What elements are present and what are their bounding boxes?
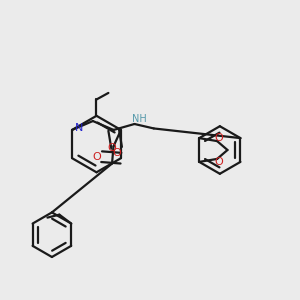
Text: N: N [75, 124, 84, 134]
Text: O: O [214, 158, 223, 167]
Text: O: O [92, 152, 101, 162]
Text: NH: NH [131, 114, 146, 124]
Text: O: O [214, 133, 223, 142]
Text: O: O [108, 143, 116, 153]
Text: O: O [113, 148, 122, 158]
